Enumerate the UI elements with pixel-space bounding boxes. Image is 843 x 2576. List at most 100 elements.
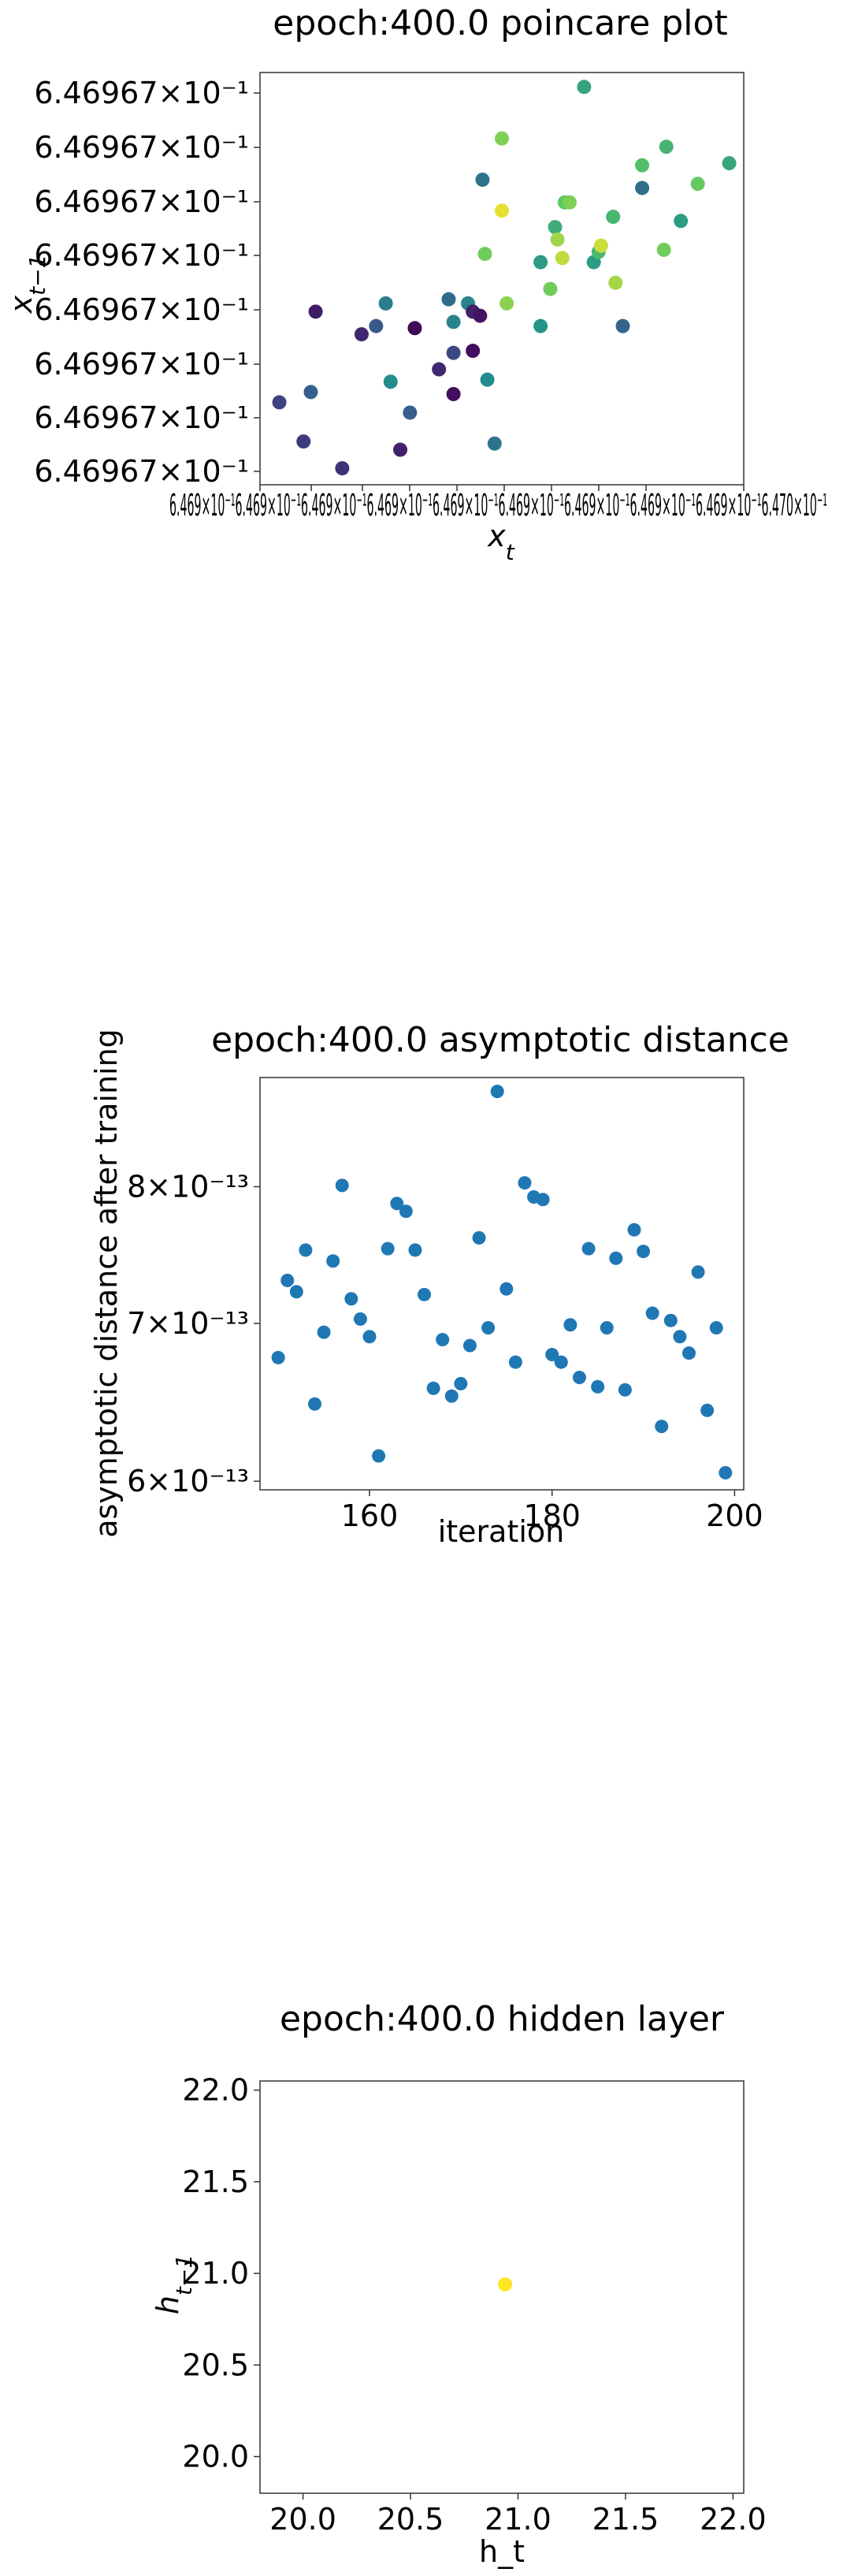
data-point <box>554 1355 568 1369</box>
data-point <box>436 1332 450 1346</box>
data-point <box>335 1178 349 1193</box>
x-axis-label: h_t <box>479 2534 525 2569</box>
data-point <box>593 238 608 253</box>
data-point <box>462 1338 477 1353</box>
plot-frame <box>259 1077 745 1491</box>
data-point <box>499 296 514 311</box>
data-point <box>495 203 509 218</box>
data-point <box>408 1243 422 1257</box>
hidden-layer-chart: epoch:400.0 hidden layer 20.0 20.5 21.0 21.… <box>150 1999 767 2569</box>
y-tick-label: 22.0 <box>182 2073 249 2108</box>
x-tick-label: 20.0 <box>269 2502 336 2537</box>
data-point <box>472 1230 486 1245</box>
data-point <box>663 1313 678 1327</box>
y-tick-label: 21.0 <box>182 2256 249 2291</box>
data-point <box>308 1397 322 1411</box>
x-tick-label: 21.5 <box>592 2502 659 2537</box>
y-tick-label: 20.5 <box>182 2347 249 2382</box>
y-tick-label: 6.46967×10⁻¹ <box>34 238 249 273</box>
data-point <box>480 372 495 387</box>
y-axis-label: ht−1 <box>150 2254 197 2314</box>
data-point <box>719 1465 733 1480</box>
data-point <box>446 386 461 401</box>
data-point <box>627 1223 641 1237</box>
data-point <box>518 1176 532 1190</box>
y-axis-label: xt−1 <box>4 255 50 315</box>
chart-title: epoch:400.0 poincare plot <box>273 3 727 43</box>
data-point <box>674 214 689 229</box>
data-point <box>383 374 398 389</box>
data-point <box>577 80 592 95</box>
data-point <box>303 385 318 400</box>
data-point <box>656 242 671 257</box>
data-point <box>659 140 674 154</box>
data-point <box>280 1273 295 1287</box>
y-tick-label: 6.46967×10⁻¹ <box>34 76 249 110</box>
data-point <box>499 1282 514 1296</box>
data-point <box>637 1245 651 1259</box>
data-point <box>606 210 621 225</box>
data-point <box>326 1254 340 1268</box>
data-point <box>344 1292 358 1306</box>
data-point <box>399 1204 413 1219</box>
x-tick-labels: 6.469×10⁻¹6.469×10⁻¹6.469×10⁻¹6.469×10⁻¹… <box>169 488 827 523</box>
x-tick-label: 200 <box>706 1498 763 1533</box>
data-point <box>635 181 650 195</box>
data-point <box>381 1241 395 1256</box>
data-point <box>289 1285 303 1299</box>
data-point <box>543 281 558 296</box>
data-point <box>536 1193 550 1207</box>
data-point <box>473 308 488 323</box>
data-point <box>495 131 509 146</box>
data-point <box>498 2277 513 2292</box>
y-tick-label: 6.46967×10⁻¹ <box>34 454 249 489</box>
data-point <box>296 434 311 449</box>
data-point <box>299 1243 313 1257</box>
data-point <box>481 1320 496 1335</box>
data-point <box>722 156 737 171</box>
data-point <box>475 172 490 187</box>
data-point <box>490 1085 504 1099</box>
data-point <box>591 1379 605 1394</box>
asymptotic-distance-chart: epoch:400.0 asymptotic distance 160 180 20… <box>89 1020 789 1549</box>
data-point <box>655 1420 669 1434</box>
data-point <box>393 442 408 457</box>
data-point <box>335 461 350 476</box>
data-point <box>446 315 461 329</box>
data-point <box>562 195 577 210</box>
y-tick-label: 6.46967×10⁻¹ <box>34 292 249 327</box>
data-point <box>608 275 623 290</box>
data-point <box>372 1449 386 1463</box>
data-point <box>550 232 565 247</box>
plot-frame <box>259 72 745 486</box>
data-point <box>609 1251 623 1265</box>
data-point <box>563 1318 577 1332</box>
x-tick-label: 20.5 <box>377 2502 444 2537</box>
data-point <box>271 1350 285 1364</box>
data-point <box>426 1381 440 1395</box>
data-point <box>673 1330 687 1344</box>
data-point <box>555 251 570 266</box>
x-tick-label: 160 <box>341 1498 399 1533</box>
data-point <box>691 1265 705 1279</box>
data-point <box>700 1403 715 1417</box>
data-point <box>487 436 502 451</box>
data-point <box>477 247 492 262</box>
data-point <box>354 327 369 342</box>
data-point <box>581 1241 596 1256</box>
data-point <box>545 1347 559 1361</box>
data-point <box>418 1287 432 1301</box>
data-point <box>681 1346 696 1361</box>
chart-title: epoch:400.0 asymptotic distance <box>211 1020 789 1060</box>
data-point <box>466 344 481 359</box>
chart-title: epoch:400.0 hidden layer <box>280 1999 725 2039</box>
data-point <box>369 318 384 333</box>
data-point <box>308 304 323 319</box>
data-point <box>378 296 393 311</box>
x-axis-label: xt <box>487 519 515 565</box>
data-point <box>353 1312 367 1326</box>
y-tick-label: 6.46967×10⁻¹ <box>34 400 249 435</box>
data-point <box>390 1197 404 1211</box>
y-tick-label: 21.5 <box>182 2165 249 2199</box>
data-point <box>645 1306 659 1320</box>
